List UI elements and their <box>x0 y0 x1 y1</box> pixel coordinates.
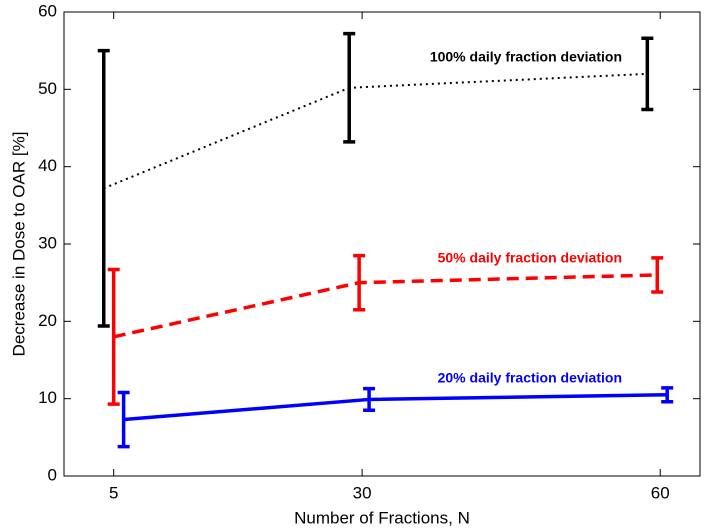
error-bar <box>107 267 120 406</box>
x-tick-label: 5 <box>109 483 118 502</box>
y-tick-label: 50 <box>38 79 57 98</box>
y-tick-label: 10 <box>38 388 57 407</box>
y-tick-label: 0 <box>48 465 57 484</box>
error-bar <box>353 253 366 312</box>
error-bar <box>661 386 674 404</box>
plot-frame <box>63 11 701 477</box>
series-line <box>103 72 648 190</box>
series-label: 50% daily fraction deviation <box>438 250 622 266</box>
x-tick-label: 60 <box>651 483 670 502</box>
x-tick-label: 30 <box>353 483 372 502</box>
series-line <box>123 393 668 422</box>
error-bar <box>641 36 654 112</box>
y-axis-label: Decrease in Dose to OAR [%] <box>9 132 28 357</box>
y-tick-label: 20 <box>38 311 57 330</box>
error-bar <box>363 386 376 413</box>
error-bar <box>117 390 130 449</box>
series-label: 20% daily fraction deviation <box>438 370 622 386</box>
series-label: 100% daily fraction deviation <box>430 49 622 65</box>
y-tick-label: 30 <box>38 233 57 252</box>
error-bar <box>343 31 356 144</box>
error-bar <box>651 256 664 294</box>
y-tick-label: 60 <box>38 1 57 20</box>
y-tick-label: 40 <box>38 156 57 175</box>
x-axis-label: Number of Fractions, N <box>294 508 470 527</box>
error-bar <box>97 48 110 328</box>
series-line <box>113 273 658 339</box>
